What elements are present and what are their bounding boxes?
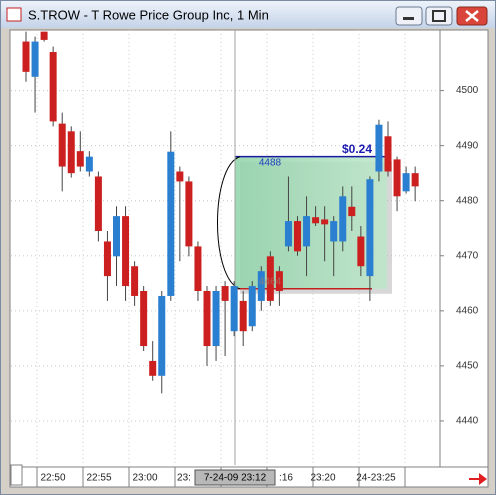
measure-diff-label: $0.24	[342, 142, 372, 156]
maximize-button[interactable]	[425, 6, 453, 26]
candle-body	[357, 236, 365, 267]
app-icon	[6, 7, 22, 22]
scroll-arrow[interactable]	[469, 473, 487, 485]
candle-body	[203, 291, 211, 347]
candle-body	[230, 286, 238, 332]
candle-body	[122, 216, 130, 287]
candle-body	[284, 221, 292, 247]
y-tick-label: 4470	[456, 250, 479, 261]
candle-body	[158, 295, 166, 376]
candle-body	[366, 179, 374, 277]
candle-body	[31, 41, 39, 77]
candle-body	[40, 31, 48, 40]
candle-body	[103, 241, 111, 277]
candle-body	[348, 206, 356, 217]
measure-box	[235, 156, 387, 289]
candle-body	[393, 159, 401, 197]
candle-body	[58, 123, 66, 167]
minimize-icon	[403, 17, 414, 20]
candle-body	[185, 181, 193, 247]
candle-body	[167, 151, 175, 296]
measure-arc	[217, 156, 241, 290]
candle-body	[140, 291, 148, 347]
scroll-box[interactable]	[10, 464, 23, 486]
candle-body	[411, 173, 419, 187]
candle-body	[67, 131, 75, 174]
candle-body	[294, 221, 301, 252]
maximize-icon	[432, 10, 446, 22]
y-tick-label: 4450	[456, 361, 479, 372]
candle-body	[312, 217, 320, 224]
y-tick-label: 4500	[456, 85, 479, 96]
candle-body	[275, 271, 283, 291]
candle-body	[330, 221, 338, 242]
y-tick-label: 4490	[456, 140, 479, 151]
candle-body	[131, 266, 139, 296]
x-tick-label: 22:50	[40, 473, 65, 484]
measure-low-label: 4464	[259, 276, 282, 287]
crosshair-label-box	[194, 469, 276, 486]
measure-high-label: 4488	[259, 157, 282, 168]
x-tick-label: 23:20	[310, 473, 335, 484]
candle-body	[212, 291, 220, 347]
candle-body	[257, 271, 265, 301]
candle-body	[94, 176, 102, 231]
x-tick-label: 23:00	[132, 473, 157, 484]
x-tick-label: 23:	[177, 473, 191, 484]
candle-body	[402, 173, 410, 192]
candle-body	[384, 136, 392, 172]
x-tick-label: :16	[279, 473, 293, 484]
candle-body	[76, 151, 84, 167]
candle-body	[194, 246, 202, 291]
window-title: S.TROW - T Rowe Price Group Inc, 1 Min	[28, 7, 269, 22]
candle-body	[248, 286, 256, 327]
close-icon	[465, 10, 479, 22]
y-tick-label: 4460	[456, 305, 479, 316]
candle-body	[176, 171, 184, 182]
minimize-button[interactable]	[395, 6, 423, 26]
candle-body	[239, 300, 247, 332]
candle-body	[113, 216, 120, 257]
candle-body	[85, 156, 93, 172]
candle-body	[375, 124, 383, 172]
candle-body	[303, 216, 311, 247]
candle-body	[266, 256, 274, 301]
candle-body	[321, 219, 329, 225]
y-tick-label: 4480	[456, 195, 479, 206]
x-tick-label: 22:55	[86, 473, 111, 484]
candle-body	[22, 41, 30, 72]
y-tick-label: 4440	[456, 416, 479, 427]
crosshair-label: 7-24-09 23:12	[204, 473, 267, 484]
x-tick-label: 24-23:25	[356, 473, 396, 484]
candle-body	[149, 360, 157, 376]
candle-body	[221, 286, 229, 301]
candle-body	[49, 52, 57, 122]
candle-body	[339, 196, 347, 242]
